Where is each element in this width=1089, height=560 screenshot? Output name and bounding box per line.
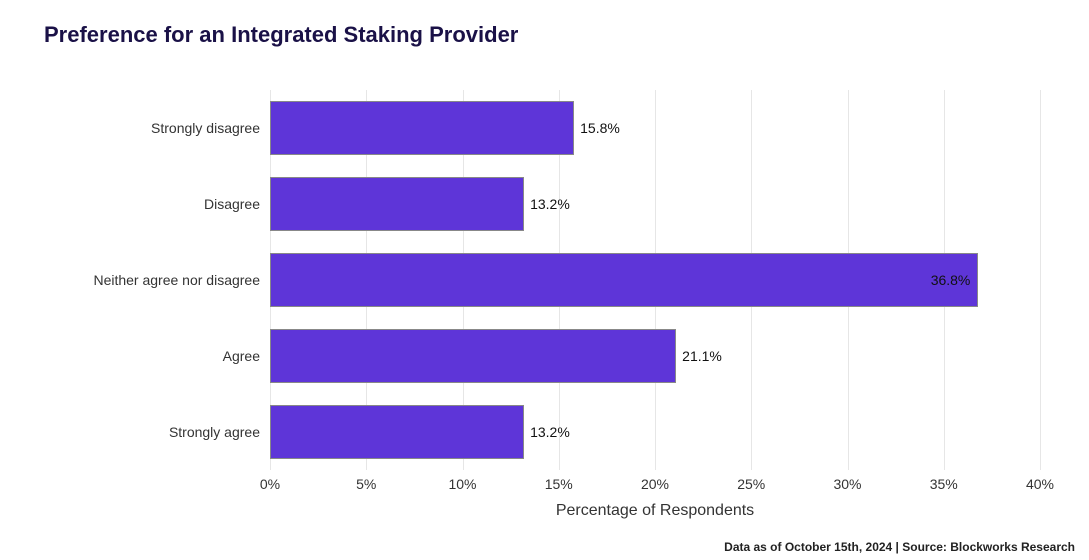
y-tick-label: Disagree bbox=[204, 196, 260, 212]
grid-line bbox=[1040, 90, 1041, 470]
x-tick-label: 35% bbox=[930, 476, 958, 492]
bar bbox=[270, 177, 524, 232]
y-tick-label: Neither agree nor disagree bbox=[93, 272, 260, 288]
bar bbox=[270, 405, 524, 460]
x-tick-label: 10% bbox=[448, 476, 476, 492]
y-tick-label: Strongly disagree bbox=[151, 120, 260, 136]
y-tick-label: Agree bbox=[223, 348, 260, 364]
bar-value-label: 13.2% bbox=[530, 196, 570, 212]
bar bbox=[270, 101, 574, 156]
x-tick-label: 30% bbox=[833, 476, 861, 492]
footer-text: Data as of October 15th, 2024 | Source: … bbox=[724, 540, 1075, 554]
bar bbox=[270, 329, 676, 384]
x-tick-label: 40% bbox=[1026, 476, 1054, 492]
bar bbox=[270, 253, 978, 308]
bar-value-label: 13.2% bbox=[530, 424, 570, 440]
x-tick-label: 0% bbox=[260, 476, 280, 492]
x-tick-label: 15% bbox=[545, 476, 573, 492]
x-tick-label: 25% bbox=[737, 476, 765, 492]
x-tick-label: 20% bbox=[641, 476, 669, 492]
x-tick-label: 5% bbox=[356, 476, 376, 492]
chart-title: Preference for an Integrated Staking Pro… bbox=[44, 22, 518, 48]
bar-value-label: 15.8% bbox=[580, 120, 620, 136]
bar-value-label: 36.8% bbox=[931, 272, 971, 288]
plot-area: Blockworks Research 15.8%13.2%36.8%21.1%… bbox=[270, 90, 1040, 470]
bar-value-label: 21.1% bbox=[682, 348, 722, 364]
y-tick-label: Strongly agree bbox=[169, 424, 260, 440]
x-axis-title: Percentage of Respondents bbox=[556, 502, 754, 520]
